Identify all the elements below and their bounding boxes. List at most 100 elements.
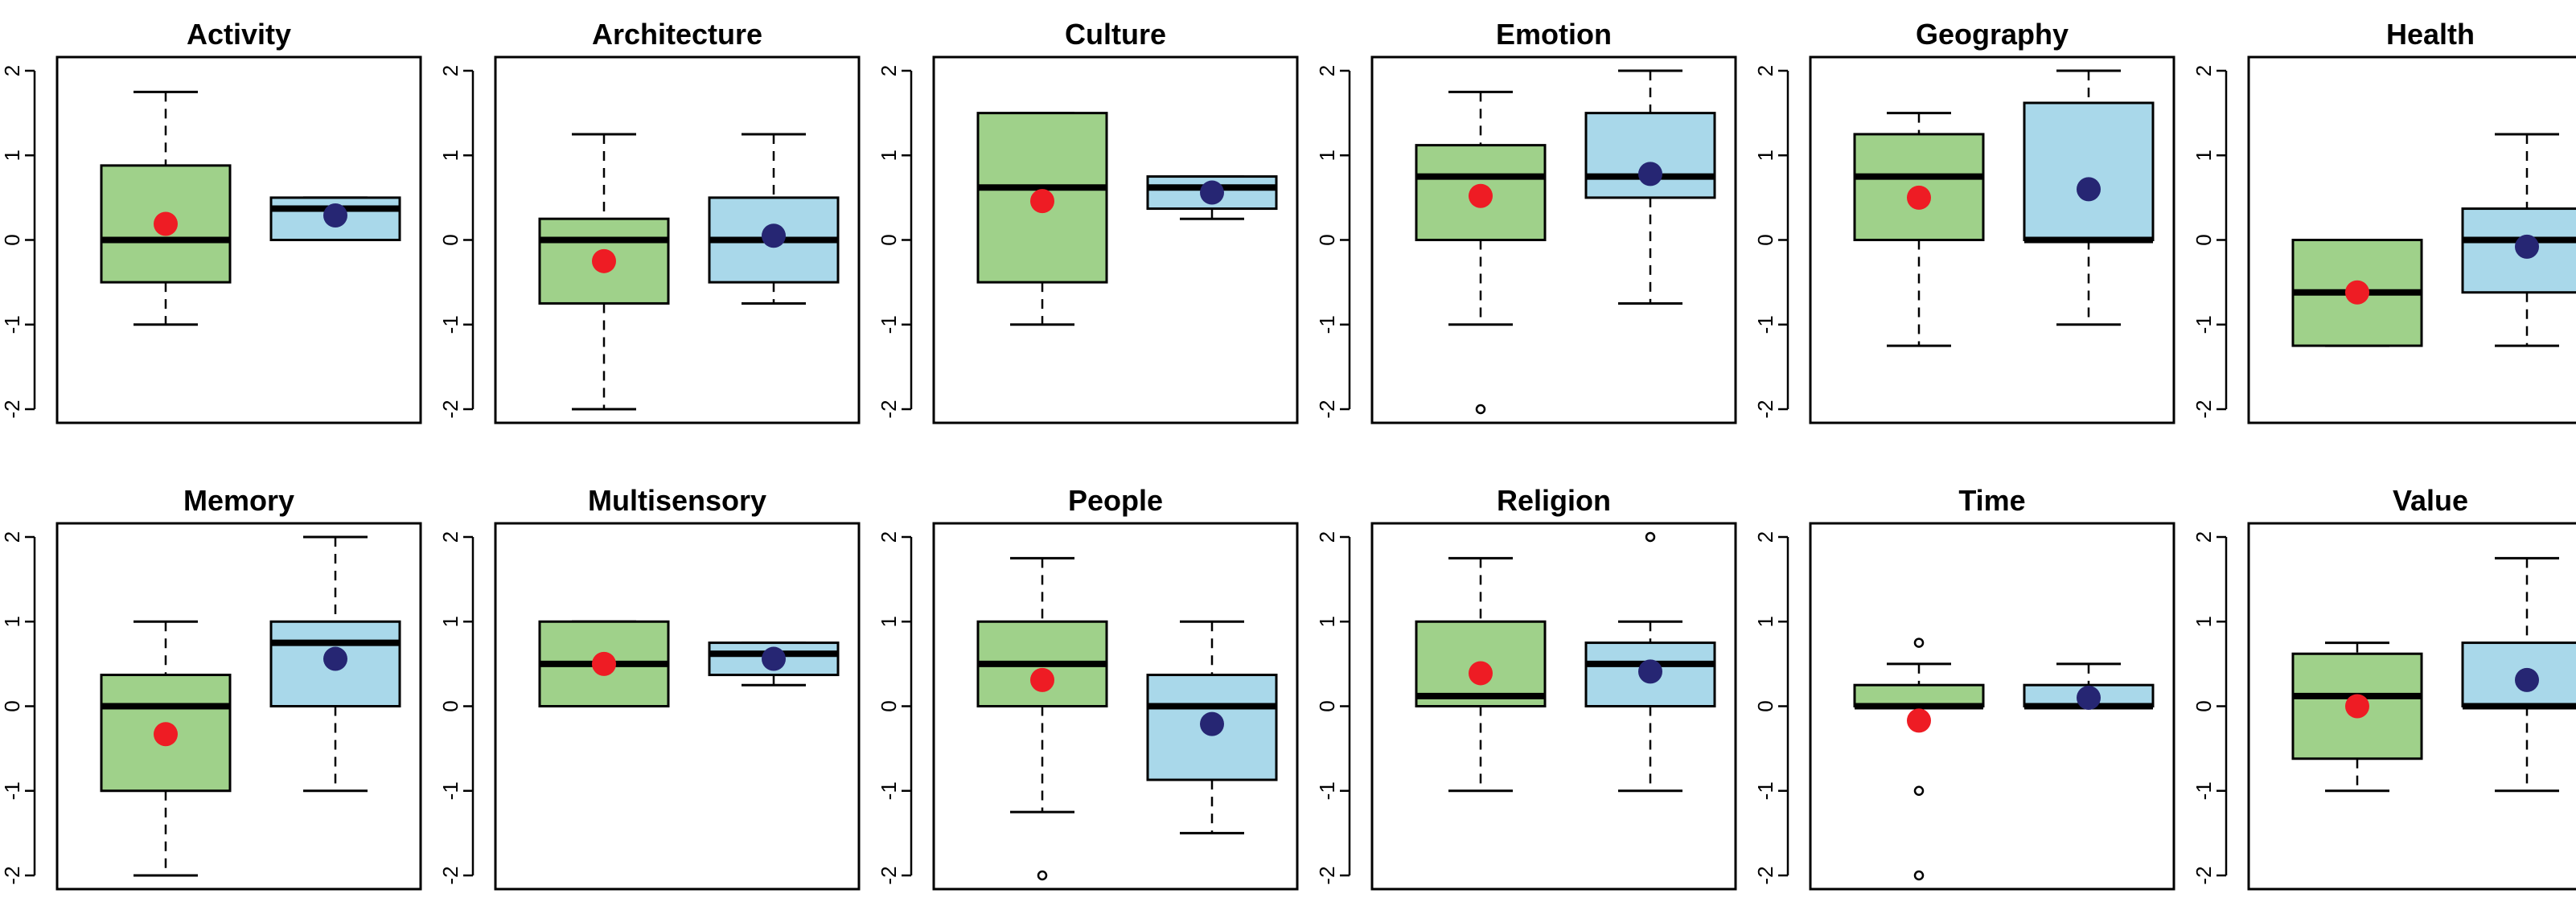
panel-memory: Memory 2 1 0 -1 -2 [0,484,422,891]
mean-point [1907,708,1931,733]
outlier-point [1475,404,1486,415]
y-tick-label: 2 [0,531,24,543]
mean-point [592,651,616,676]
y-tick-label: -1 [1753,781,1777,800]
y-tick-label: 2 [1315,65,1339,76]
y-tick-label: 1 [877,616,901,627]
outlier-point [1913,785,1925,796]
mean-point [2515,234,2539,259]
box-group-2 [1146,175,1278,220]
box-group-2 [1146,620,1278,834]
plot-frame [55,522,422,891]
y-tick-label: 0 [1315,700,1339,711]
panel-title: Activity [187,18,291,51]
box-group-2 [269,535,401,793]
plot-frame [2247,55,2576,424]
plot-frame [2247,522,2576,891]
box-group-1 [976,112,1108,326]
y-tick-label: -2 [2192,866,2216,884]
panel-time: Time 2 1 0 -1 -2 [1753,484,2175,891]
y-tick-label: 2 [2192,531,2216,543]
panel-title: Memory [183,484,294,517]
mean-point [762,646,786,671]
mean-point [2345,280,2369,305]
panel-title: Health [2386,18,2475,51]
y-tick-label: -1 [1315,781,1339,800]
y-tick-label: 1 [1315,616,1339,627]
mean-point [323,646,347,671]
plot-frame [1370,55,1737,424]
y-tick-label: 2 [438,531,462,543]
y-tick-label: 2 [0,65,24,76]
y-tick-label: 2 [438,65,462,76]
y-tick-label: -1 [877,781,901,800]
mean-point [2345,694,2369,719]
y-tick-label: 0 [438,700,462,711]
y-tick-label: -2 [0,866,24,884]
outlier-point [1913,870,1925,881]
y-tick-label: -1 [0,781,24,800]
y-tick-label: -1 [438,315,462,334]
y-tick-label: 1 [1315,150,1339,161]
y-tick-label: -1 [1753,315,1777,334]
y-tick-label: 1 [1753,616,1777,627]
box-group-1 [1415,556,1547,793]
y-tick-label: 2 [877,65,901,76]
y-tick-label: 0 [1315,234,1339,245]
mean-point [1030,189,1054,214]
panel-title: Multisensory [588,484,766,517]
y-tick-label: 0 [2192,700,2216,711]
y-tick-label: -2 [1753,400,1777,418]
y-tick-label: -1 [1315,315,1339,334]
panel-multisensory: Multisensory 2 1 0 -1 -2 [438,484,861,891]
y-tick-label: 0 [1753,234,1777,245]
mean-point [1638,162,1662,187]
y-tick-label: 0 [0,234,24,245]
box-group-1 [538,133,670,411]
mean-point [762,223,786,248]
mean-point [1469,661,1493,686]
y-tick-label: -2 [1753,866,1777,884]
box-group-1 [976,556,1108,881]
box-group-1 [100,90,232,326]
box-group-2 [2023,69,2155,326]
mean-point [1200,180,1224,205]
y-tick-label: -2 [438,400,462,418]
box-group-2 [2461,556,2576,793]
panel-title: Emotion [1496,18,1612,51]
y-tick-label: 1 [438,150,462,161]
panel-title: Time [1958,484,2025,517]
y-tick-label: 1 [2192,616,2216,627]
plot-frame [1809,522,2175,891]
y-tick-label: -1 [2192,315,2216,334]
y-tick-label: 2 [877,531,901,543]
plot-frame [494,522,861,891]
box-group-1 [538,620,670,707]
panel-title: Geography [1916,18,2069,51]
panel-emotion: Emotion 2 1 0 -1 -2 [1315,18,1737,424]
plot-frame [932,55,1299,424]
y-tick-label: 0 [438,234,462,245]
panel-title: Architecture [592,18,762,51]
box-group-1 [1415,90,1547,415]
box-group-1 [1853,112,1985,347]
y-tick-label: -1 [0,315,24,334]
y-tick-label: 0 [1753,700,1777,711]
y-tick-label: -2 [877,866,901,884]
box-iqr [2461,207,2576,294]
mean-point [1030,667,1054,692]
y-tick-label: 2 [1753,65,1777,76]
y-tick-label: 1 [0,150,24,161]
y-tick-label: -2 [1315,400,1339,418]
plot-frame [494,55,861,424]
panel-health: Health 2 1 0 -1 -2 [2192,18,2576,424]
y-tick-label: -2 [0,400,24,418]
y-tick-label: -2 [1315,866,1339,884]
panel-religion: Religion 2 1 0 -1 -2 [1315,484,1737,891]
mean-point [154,211,178,236]
panel-title: Culture [1065,18,1166,51]
y-tick-label: 0 [877,700,901,711]
box-group-2 [269,196,401,241]
y-tick-label: 1 [877,150,901,161]
